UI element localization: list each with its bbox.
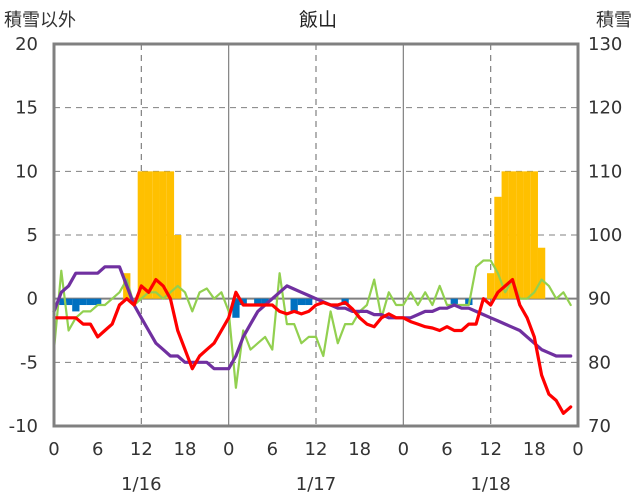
right-y-tick-label: 100 xyxy=(588,225,622,246)
snowfall-bar xyxy=(516,171,524,299)
x-tick-label: 18 xyxy=(348,439,371,460)
snowfall-bar xyxy=(79,298,87,306)
left-y-tick-label: 20 xyxy=(15,34,38,55)
left-y-tick-label: 15 xyxy=(15,98,38,119)
left-y-tick-label: 5 xyxy=(27,225,38,246)
wind-line xyxy=(52,259,572,389)
x-tick-label: 6 xyxy=(267,439,278,460)
date-label: 1/17 xyxy=(296,474,336,495)
left-y-tick-label: 0 xyxy=(27,289,38,310)
snowfall-bar xyxy=(174,235,182,299)
snowfall-bar xyxy=(232,298,240,318)
snowfall-bar xyxy=(297,298,306,306)
snowfall-bar xyxy=(86,298,95,306)
chart-title: 飯山 xyxy=(299,9,337,31)
plot-border xyxy=(52,42,580,428)
snowfall-bar xyxy=(305,298,313,306)
x-tick-label: 12 xyxy=(479,439,502,460)
snowfall-bar xyxy=(487,273,495,299)
right-y-tick-label: 120 xyxy=(588,98,622,119)
x-tick-label: 6 xyxy=(92,439,103,460)
left-axis-label: 積雪以外 xyxy=(4,10,76,31)
right-y-tick-label: 70 xyxy=(588,416,611,437)
snowfall-bar xyxy=(261,298,269,306)
right-y-tick-label: 110 xyxy=(588,161,622,182)
x-tick-label: 0 xyxy=(48,439,59,460)
x-tick-label: 0 xyxy=(398,439,409,460)
snowfall-bar xyxy=(94,298,102,306)
snowfall-bar xyxy=(72,298,80,312)
x-tick-label: 18 xyxy=(523,439,546,460)
right-y-tick-label: 130 xyxy=(588,34,622,55)
left-y-tick-label: -5 xyxy=(20,352,38,373)
snowfall-bars xyxy=(57,171,546,318)
snowfall-bar xyxy=(137,171,145,299)
snowfall-bar xyxy=(523,171,531,299)
snowfall-bar xyxy=(57,298,65,306)
right-y-tick-label: 80 xyxy=(588,352,611,373)
left-y-tick-label: 10 xyxy=(15,161,38,182)
snowfall-bar xyxy=(254,298,262,306)
snowfall-bar xyxy=(159,171,167,299)
snowfall-bar xyxy=(64,298,73,306)
x-tick-label: 18 xyxy=(174,439,197,460)
snowfall-bar xyxy=(537,247,546,299)
left-y-tick-label: -10 xyxy=(9,416,38,437)
snow-depth-line xyxy=(52,265,573,371)
date-label: 1/16 xyxy=(121,474,161,495)
series-lines xyxy=(52,259,573,415)
snowfall-bar xyxy=(144,171,153,299)
snowfall-bar xyxy=(290,298,298,312)
snowfall-bar xyxy=(530,171,538,299)
date-label: 1/18 xyxy=(470,474,510,495)
x-tick-label: 12 xyxy=(305,439,328,460)
snowfall-bar xyxy=(166,171,175,299)
right-axis-label: 積雪 xyxy=(596,10,632,31)
x-tick-label: 12 xyxy=(130,439,153,460)
plot-frame xyxy=(52,42,580,428)
x-tick-label: 6 xyxy=(441,439,452,460)
snowfall-bar xyxy=(494,196,502,299)
temperature-line xyxy=(52,278,573,415)
snowfall-bar xyxy=(508,171,517,299)
right-y-tick-label: 90 xyxy=(588,289,611,310)
snowfall-bar xyxy=(501,171,509,299)
x-tick-label: 0 xyxy=(223,439,234,460)
snowfall-bar xyxy=(152,171,160,299)
snowfall-bar xyxy=(450,298,458,306)
x-tick-label: 0 xyxy=(572,439,583,460)
